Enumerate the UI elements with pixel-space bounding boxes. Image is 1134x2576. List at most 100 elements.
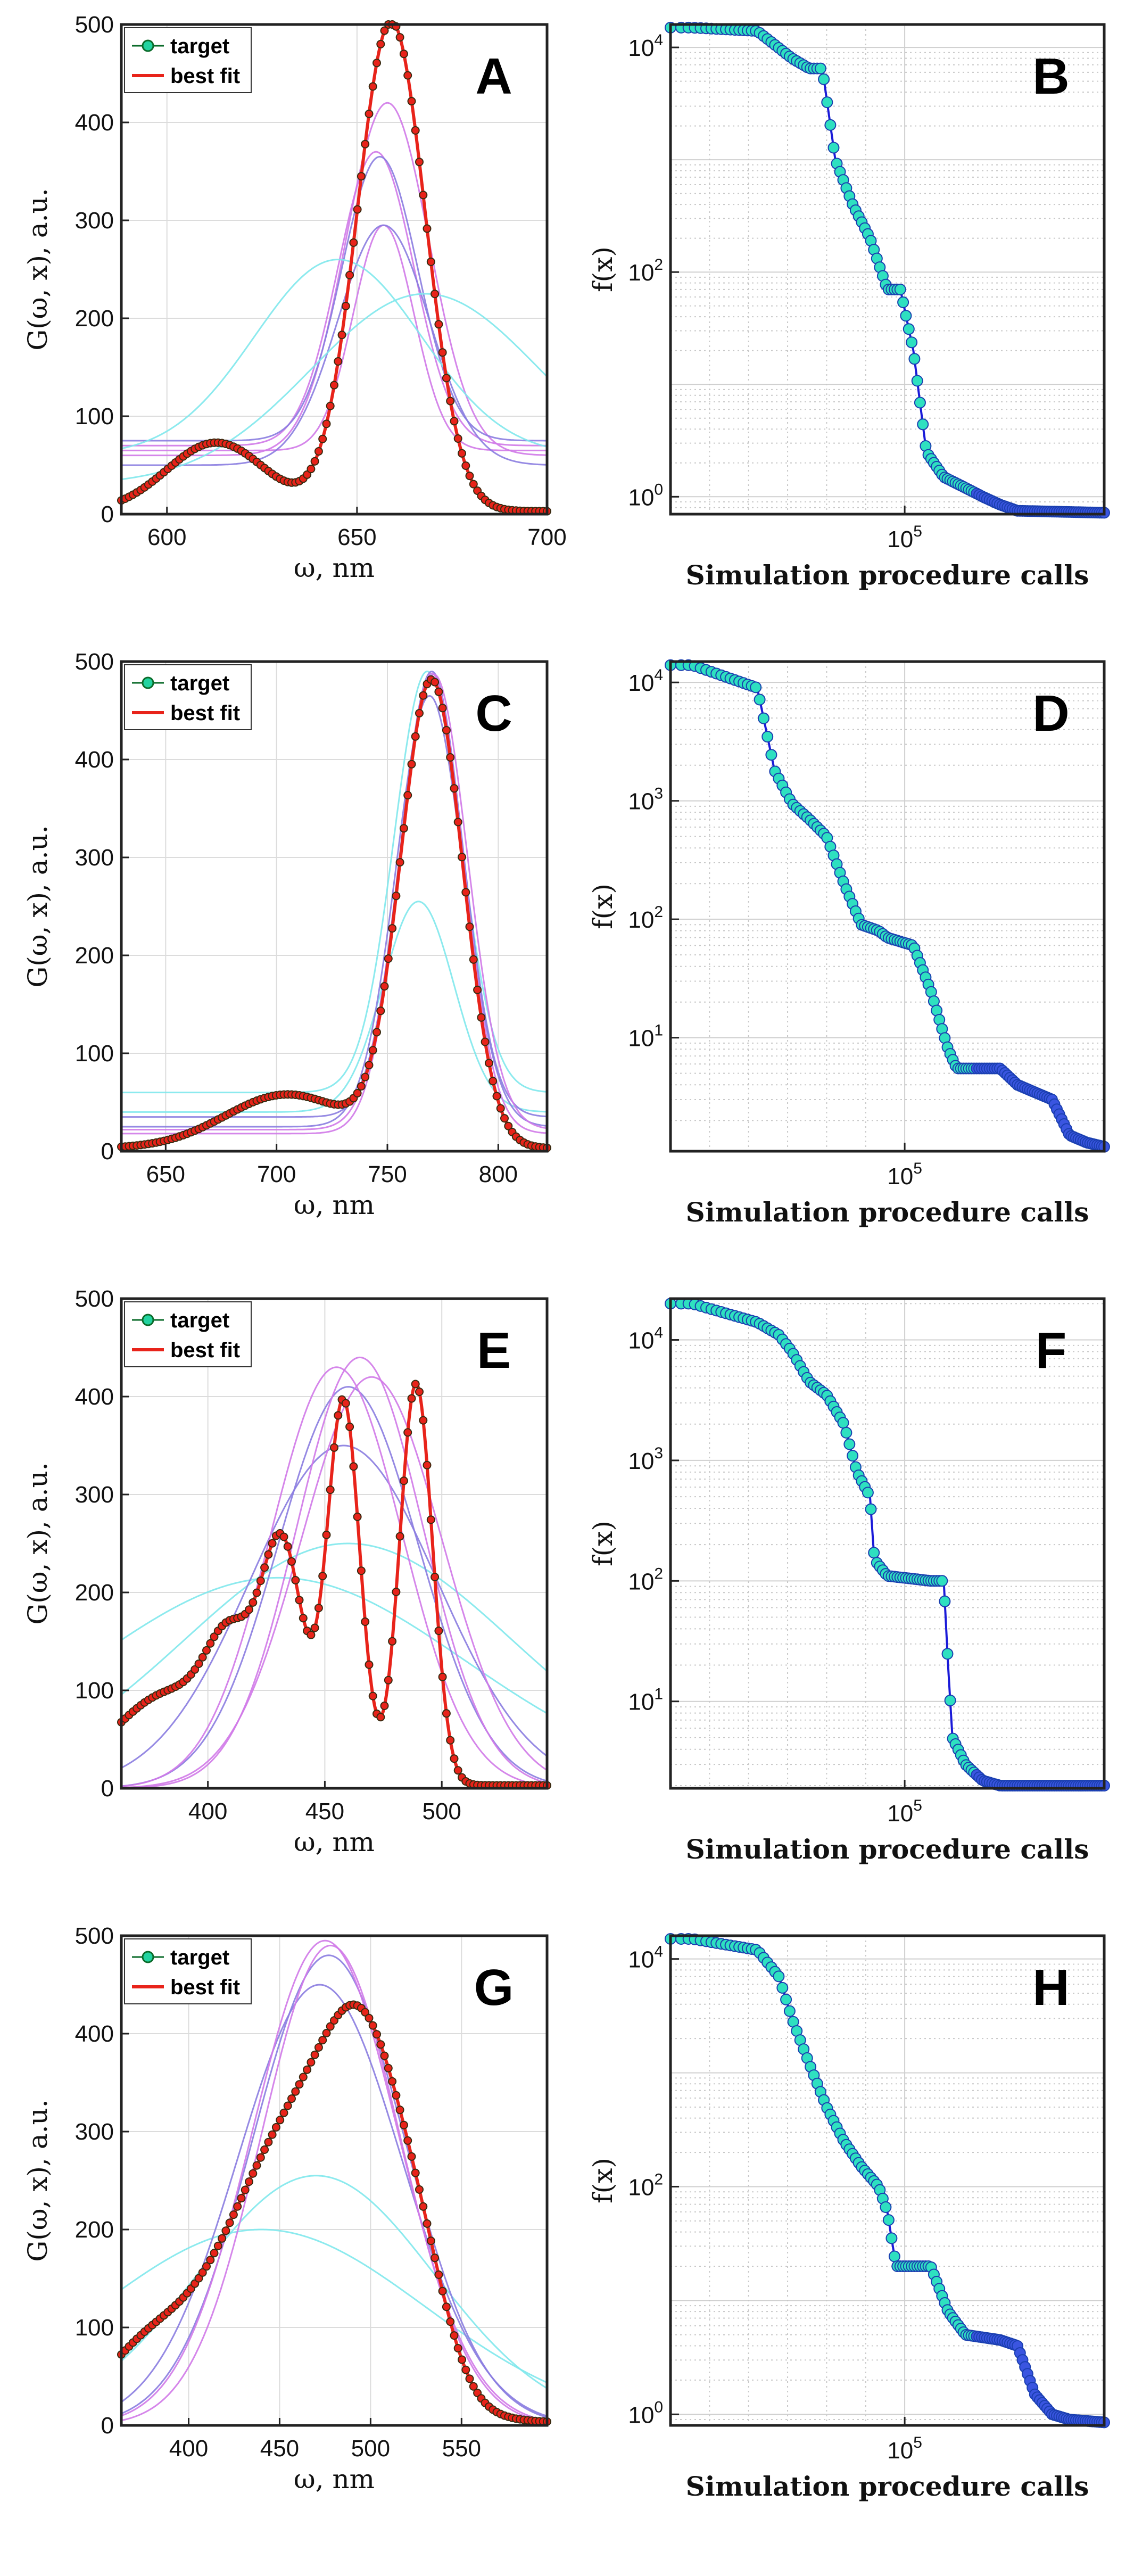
convergence-point — [783, 2005, 796, 2017]
target-point — [310, 2050, 319, 2059]
target-point — [426, 1515, 435, 1524]
target-point — [469, 2382, 478, 2391]
trial-curve-4 — [121, 1954, 548, 2418]
target-point — [353, 1512, 362, 1521]
panel-A: 600 650 700 0 100 200 300 400 500 ω, nm G(ω, x), a… — [22, 12, 567, 583]
target-point — [431, 678, 440, 687]
target-point — [287, 2094, 296, 2103]
target-point — [473, 985, 482, 994]
target-point — [442, 2302, 451, 2311]
target-point — [349, 1462, 358, 1471]
convergence-point — [908, 353, 921, 365]
y-tick-label: 0 — [101, 1776, 114, 1802]
target-point — [353, 205, 362, 214]
y-tick-label: 400 — [75, 1384, 114, 1410]
convergence-point — [911, 375, 923, 387]
convergence-point — [758, 712, 769, 724]
target-point — [357, 1082, 366, 1091]
target-point — [307, 1630, 316, 1639]
target-point — [283, 2101, 292, 2110]
target-point — [399, 49, 408, 59]
target-point — [260, 1563, 269, 1572]
target-point — [419, 2202, 428, 2211]
target-point — [357, 172, 366, 181]
target-point — [365, 1660, 374, 1669]
target-point — [295, 2080, 304, 2089]
target-point — [380, 982, 389, 991]
y-axis-title: G(ω, x), a.u. — [22, 188, 53, 350]
target-point — [392, 2091, 401, 2100]
target-point — [279, 2108, 288, 2117]
target-point — [461, 888, 470, 897]
y-tick-label: 100 — [628, 481, 663, 510]
target-point — [380, 26, 389, 35]
target-point — [376, 39, 385, 48]
target-point — [365, 109, 374, 118]
y-tick-label: 102 — [628, 256, 663, 286]
target-point — [322, 419, 331, 428]
trial-curve-4 — [121, 1386, 548, 1787]
trial-curve-7 — [121, 293, 548, 481]
target-point — [330, 381, 338, 390]
legend-box — [124, 27, 252, 93]
y-tick-label: 400 — [75, 2021, 114, 2047]
plot-frame — [669, 23, 1106, 516]
target-point — [446, 753, 455, 762]
convergence-point — [917, 418, 929, 431]
plot-area — [671, 1936, 1104, 2425]
target-point — [314, 1604, 323, 1613]
target-point — [434, 687, 443, 696]
y-tick-label: 200 — [75, 306, 114, 332]
target-point — [450, 784, 459, 793]
y-tick-label: 100 — [75, 403, 114, 430]
target-point — [407, 2152, 416, 2161]
convergence-point — [776, 1981, 789, 1994]
target-point — [271, 2123, 280, 2132]
y-tick-label: 300 — [75, 208, 114, 234]
target-point — [256, 2153, 265, 2162]
convergence-point — [843, 1438, 856, 1450]
x-tick-label: 105 — [887, 1797, 922, 1827]
convergence-markers — [665, 659, 1110, 1153]
plot-area — [121, 1299, 547, 1788]
target-point — [419, 1416, 428, 1425]
target-point — [268, 1539, 277, 1548]
convergence-point — [882, 2214, 895, 2226]
target-point — [365, 2013, 374, 2022]
target-point — [299, 1614, 308, 1623]
target-point — [194, 1659, 203, 1668]
target-point — [295, 1596, 304, 1605]
target-points — [117, 675, 551, 1152]
target-point — [322, 2029, 331, 2037]
target-point — [245, 1605, 253, 1614]
target-point — [423, 2219, 432, 2228]
convergence-point — [754, 693, 766, 706]
panel-C: 650 700 750 800 0 100 200 300 400 500 ω, nm G(ω, x)… — [22, 649, 551, 1220]
convergence-point — [840, 1426, 852, 1439]
convergence-point — [888, 2250, 900, 2263]
target-point — [202, 1646, 211, 1655]
convergence-point — [894, 283, 906, 295]
legend-best-fit-label: best fit — [170, 64, 240, 88]
target-point — [446, 2317, 455, 2326]
x-axis-title: ω, nm — [294, 1190, 375, 1220]
legend: target best fit — [124, 1938, 252, 2004]
target-point — [388, 2077, 397, 2086]
trial-curve-6 — [121, 1944, 548, 2423]
x-tick-label: 800 — [479, 1161, 518, 1187]
target-point — [415, 1388, 424, 1396]
target-point — [380, 1702, 389, 1710]
target-point — [194, 2274, 203, 2283]
panel-label: B — [1032, 48, 1069, 105]
plot-frame — [669, 1297, 1106, 1790]
target-point — [388, 924, 397, 933]
trial-curve-6 — [121, 1356, 548, 1789]
convergence-point — [827, 142, 840, 154]
target-point — [210, 1632, 219, 1641]
target-point — [291, 1576, 300, 1584]
target-point — [477, 1013, 486, 1022]
legend-box — [124, 1938, 252, 2004]
target-point — [368, 2021, 377, 2030]
convergence-point — [936, 1575, 948, 1587]
convergence-point — [865, 1503, 877, 1515]
